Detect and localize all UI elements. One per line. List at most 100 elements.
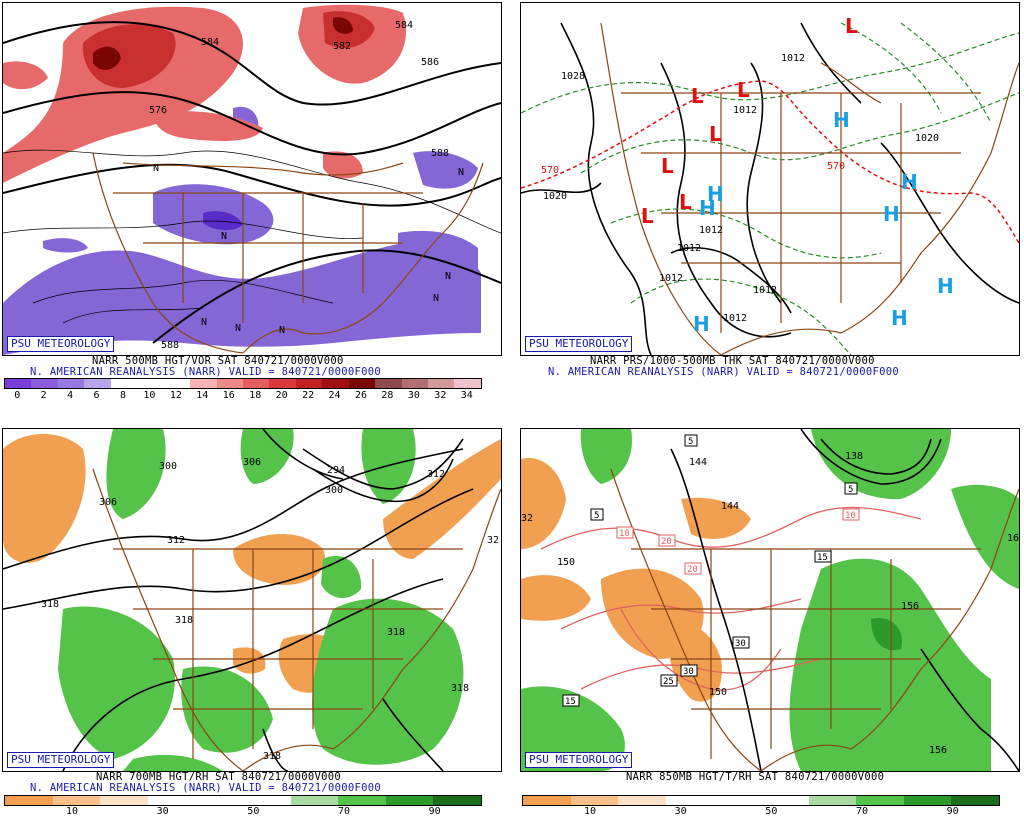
low-center-marker: L [709, 122, 722, 146]
pressure-map-graphic: 1028 1020 1012 1012 1012 1012 1012 1012 … [521, 14, 1019, 355]
low-vorticity-area [3, 240, 481, 355]
dry-area [3, 434, 86, 563]
rh-colorbar [522, 795, 1000, 806]
boxed-label: 15 [817, 553, 828, 563]
panel-subtitle: N. AMERICAN REANALYSIS (NARR) VALID = 84… [548, 366, 899, 378]
political-boundaries [610, 468, 1019, 771]
psu-meteorology-badge: PSU METEOROLOGY [7, 336, 115, 352]
colorbar-tick-label: 6 [93, 390, 100, 401]
colorbar-swatch [295, 379, 323, 388]
rh-colorbar-ticks: 10 30 50 70 90 [4, 806, 480, 818]
contour-label: 150 [557, 557, 575, 568]
boxed-label: 25 [663, 677, 674, 687]
colorbar-swatch [618, 796, 666, 805]
n-symbol: N [279, 325, 285, 336]
map-pressure-thickness: 1028 1020 1012 1012 1012 1012 1012 1012 … [520, 2, 1020, 356]
colorbar-swatch [242, 796, 291, 805]
n-symbol: N [235, 323, 241, 334]
colorbar-swatch [570, 796, 619, 805]
rh700-map-graphic: 300 306 294 300 312 306 312 318 318 318 … [3, 429, 501, 771]
high-center-marker: H [699, 196, 716, 220]
panel-subtitle: N. AMERICAN REANALYSIS (NARR) VALID = 84… [30, 782, 381, 794]
isobar-label: 1012 [781, 53, 805, 64]
isobar-label: 1028 [561, 71, 585, 82]
contour-label: 312 [427, 469, 445, 480]
colorbar-swatch [290, 796, 339, 805]
contour-label: 300 [325, 485, 343, 496]
colorbar-tick-label: 8 [119, 390, 127, 401]
contour-label: 16 [1007, 533, 1019, 544]
isobar-label: 1020 [915, 133, 939, 144]
colorbar-swatch [195, 796, 243, 805]
rh-colorbar-ticks: 10 30 50 70 90 [522, 806, 998, 818]
colorbar-swatch [5, 796, 53, 805]
high-center-marker: H [883, 202, 900, 226]
colorbar-tick-label: 50 [765, 806, 778, 817]
contour-label: 588 [161, 340, 179, 351]
colorbar-swatch [856, 796, 904, 805]
colorbar-tick-label: 30 [156, 806, 169, 817]
contour-label: 582 [333, 41, 351, 52]
colorbar-swatch [665, 796, 714, 805]
contour-label: 144 [689, 457, 707, 468]
high-center-marker: H [901, 170, 918, 194]
colorbar-swatch [385, 796, 434, 805]
colorbar-swatch [190, 379, 217, 388]
map-850mb: 144 144 150 150 156 156 138 32 16 5 5 5 … [520, 428, 1020, 772]
colorbar-swatch [338, 796, 386, 805]
colorbar-swatch [52, 796, 101, 805]
contour-label: 588 [431, 148, 449, 159]
low-pressure-centers: L L L L L L L [641, 14, 858, 228]
high-center-marker: H [693, 312, 710, 336]
isobar-label: 1012 [699, 225, 723, 236]
contour-label: 312 [167, 535, 185, 546]
colorbar-swatch [5, 379, 32, 388]
colorbar-tick-label: 70 [337, 806, 351, 817]
panel-title: NARR 850MB HGT/T/RH SAT 840721/0000V000 [626, 771, 885, 783]
high-center-marker: H [891, 306, 908, 330]
vorticity-map-graphic: 584 576 582 584 586 588 588 N N N N N N … [3, 4, 501, 355]
low-center-marker: L [691, 84, 704, 108]
colorbar-tick-label: 90 [428, 806, 441, 817]
colorbar-swatch [322, 379, 349, 388]
contour-label: 318 [175, 615, 193, 626]
colorbar-swatch [428, 379, 455, 388]
psu-meteorology-badge: PSU METEOROLOGY [525, 752, 633, 768]
boxed-label: 15 [565, 697, 576, 707]
colorbar-tick-label: 28 [381, 390, 394, 401]
colorbar-tick-label: 20 [275, 390, 288, 401]
high-vorticity-area [3, 6, 243, 183]
boxed-label: 5 [594, 511, 599, 521]
contour-label: 138 [845, 451, 863, 462]
moist-area [580, 429, 632, 484]
height-contours [3, 21, 501, 344]
vorticity-colorbar-ticks: 0 2 4 6 8 10 12 14 16 18 20 22 24 26 28 30 32 34 [4, 390, 480, 402]
vorticity-colorbar [4, 378, 482, 389]
panel-title: NARR PRS/1000-500MB THK SAT 840721/0000V… [590, 355, 875, 367]
isobar-label: 1020 [543, 191, 567, 202]
map-700mb: 300 306 294 300 312 306 312 318 318 318 … [2, 428, 502, 772]
colorbar-tick-label: 30 [674, 806, 687, 817]
colorbar-swatch [137, 379, 164, 388]
colorbar-tick-label: 18 [249, 390, 262, 401]
colorbar-tick-label: 12 [169, 390, 182, 401]
political-boundaries [92, 468, 501, 771]
contour-label: 584 [395, 20, 413, 31]
thickness-label: 570 [541, 165, 559, 176]
colorbar-swatch [57, 379, 85, 388]
contour-label: 156 [901, 601, 919, 612]
panel-subtitle: N. AMERICAN REANALYSIS (NARR) VALID = 84… [30, 366, 381, 378]
contour-label: 300 [159, 461, 177, 472]
colorbar-swatch [808, 796, 857, 805]
boxed-label: 30 [683, 667, 694, 677]
colorbar-swatch [523, 796, 571, 805]
psu-meteorology-badge: PSU METEOROLOGY [7, 752, 115, 768]
colorbar-tick-label: 22 [302, 390, 315, 401]
high-center-marker: H [707, 182, 724, 206]
colorbar-swatch [216, 379, 243, 388]
colorbar-tick-label: 10 [65, 806, 79, 817]
570-thickness-line [521, 80, 1019, 244]
colorbar-swatch [454, 379, 481, 388]
colorbar-tick-label: 70 [855, 806, 869, 817]
colorbar-swatch [375, 379, 402, 388]
